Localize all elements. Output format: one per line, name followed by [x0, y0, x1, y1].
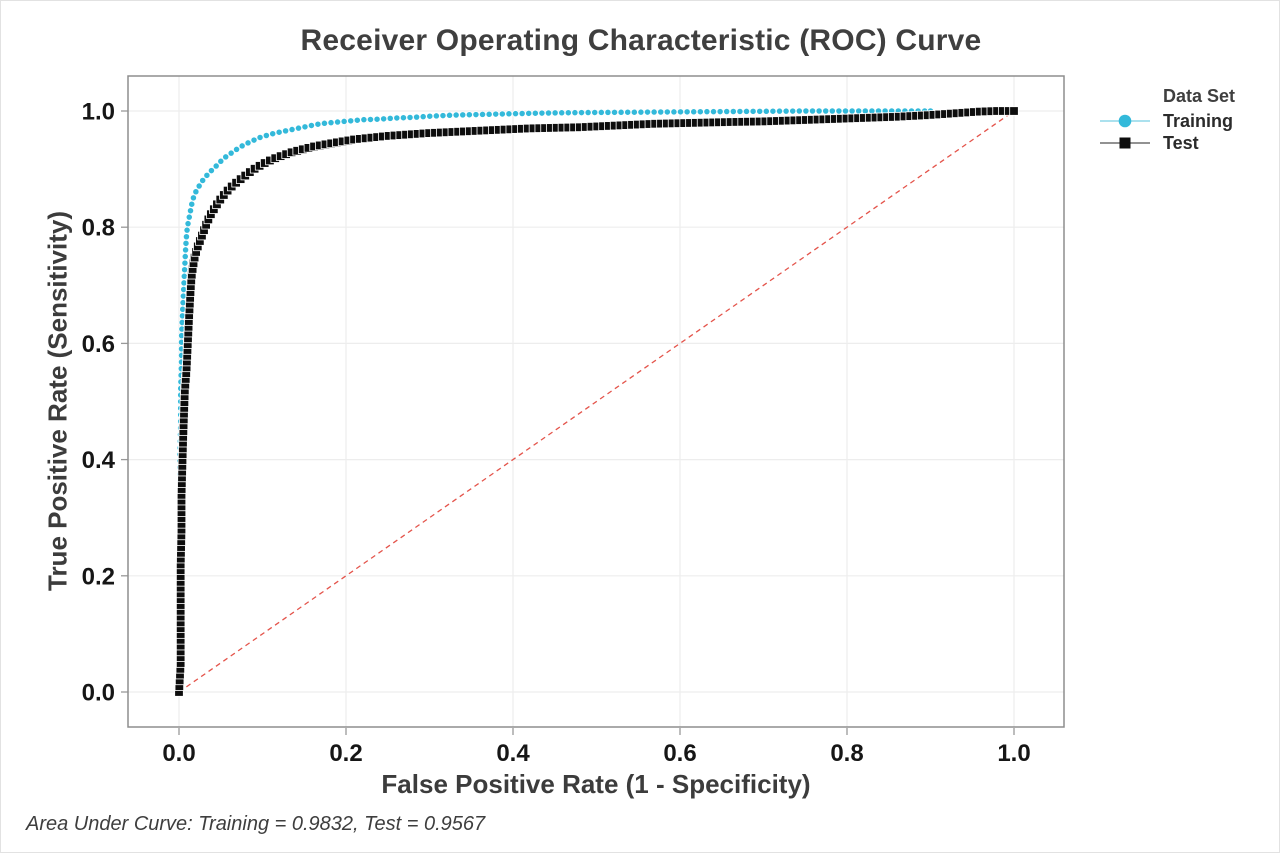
chart-title: Receiver Operating Characteristic (ROC) … [300, 24, 982, 57]
legend-item-test: Test [1099, 132, 1235, 154]
svg-text:0.8: 0.8 [830, 740, 863, 767]
auc-annotation: Area Under Curve: Training = 0.9832, Tes… [26, 813, 486, 835]
svg-text:0.2: 0.2 [329, 740, 362, 767]
legend-item-training: Training [1099, 110, 1235, 132]
svg-text:0.4: 0.4 [496, 740, 530, 767]
svg-text:0.8: 0.8 [82, 215, 115, 242]
legend-label-test: Test [1163, 132, 1199, 153]
legend-title: Data Set [1163, 86, 1236, 106]
legend: Data Set Training Test [1099, 86, 1235, 154]
svg-text:0.0: 0.0 [162, 740, 195, 767]
legend-label-training: Training [1163, 110, 1234, 131]
svg-text:0.6: 0.6 [663, 740, 696, 767]
svg-text:0.2: 0.2 [82, 563, 115, 590]
x-axis-title: False Positive Rate (1 - Specificity) [381, 769, 811, 799]
svg-text:0.0: 0.0 [82, 680, 115, 707]
test-marker-icon [1100, 137, 1150, 149]
svg-text:1.0: 1.0 [997, 740, 1030, 767]
svg-text:0.4: 0.4 [82, 447, 116, 474]
training-marker-icon [1100, 114, 1150, 128]
svg-text:1.0: 1.0 [82, 99, 115, 126]
svg-text:0.6: 0.6 [82, 331, 115, 358]
